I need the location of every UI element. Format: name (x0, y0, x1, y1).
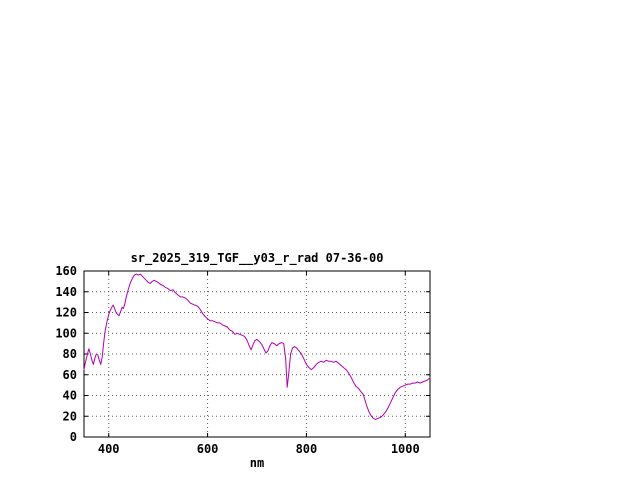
y-tick-label: 160 (55, 264, 77, 278)
y-tick-label: 20 (63, 409, 77, 423)
x-tick-label: 400 (98, 442, 120, 456)
grid-lines (84, 271, 430, 437)
y-tick-label: 140 (55, 285, 77, 299)
y-tick-label: 0 (70, 430, 77, 444)
x-tick-label: 800 (296, 442, 318, 456)
x-tick-label: 1000 (391, 442, 420, 456)
y-tick-label: 40 (63, 389, 77, 403)
x-tick-label: 600 (197, 442, 219, 456)
y-tick-label: 60 (63, 368, 77, 382)
x-axis-label: nm (249, 456, 265, 470)
y-tick-labels: 0 20 40 60 80 100 120 140 160 (55, 264, 77, 444)
x-tick-labels: 400 600 800 1000 (98, 442, 420, 456)
spectrum-line (83, 273, 431, 420)
y-tick-label: 120 (55, 306, 77, 320)
chart-title: sr_2025_319_TGF__y03_r_rad 07-36-00 (130, 251, 384, 265)
y-tick-label: 80 (63, 347, 77, 361)
y-tick-label: 100 (55, 326, 77, 340)
axis-ticks (84, 270, 430, 438)
